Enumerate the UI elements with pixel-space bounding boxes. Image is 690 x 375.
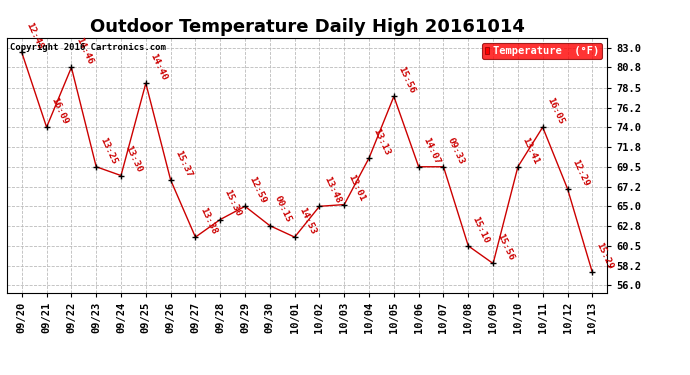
Text: 13:30: 13:30	[124, 144, 144, 174]
Text: 13:13: 13:13	[371, 127, 392, 157]
Text: 09:33: 09:33	[446, 136, 466, 165]
Text: 12:48: 12:48	[24, 21, 45, 51]
Text: 13:38: 13:38	[198, 206, 218, 236]
Text: 16:05: 16:05	[545, 96, 566, 126]
Text: 12:59: 12:59	[248, 175, 268, 205]
Text: 15:56: 15:56	[396, 65, 417, 95]
Text: Copyright 2016 Cartronics.com: Copyright 2016 Cartronics.com	[10, 43, 166, 52]
Text: 13:25: 13:25	[99, 136, 119, 165]
Text: 15:10: 15:10	[471, 215, 491, 244]
Text: 13:01: 13:01	[347, 173, 367, 203]
Text: 15:56: 15:56	[495, 232, 516, 262]
Text: 14:07: 14:07	[421, 136, 442, 165]
Text: 00:15: 00:15	[273, 195, 293, 224]
Text: 14:40: 14:40	[148, 52, 168, 82]
Text: 15:30: 15:30	[223, 188, 243, 218]
Text: 14:53: 14:53	[297, 206, 317, 236]
Legend: Temperature  (°F): Temperature (°F)	[482, 43, 602, 59]
Text: 14:46: 14:46	[74, 36, 94, 66]
Text: 15:37: 15:37	[173, 149, 193, 178]
Title: Outdoor Temperature Daily High 20161014: Outdoor Temperature Daily High 20161014	[90, 18, 524, 36]
Text: 16:09: 16:09	[49, 96, 70, 126]
Text: 15:29: 15:29	[595, 241, 615, 271]
Text: 12:29: 12:29	[570, 158, 591, 188]
Text: 13:48: 13:48	[322, 175, 342, 205]
Text: 13:41: 13:41	[520, 136, 541, 165]
